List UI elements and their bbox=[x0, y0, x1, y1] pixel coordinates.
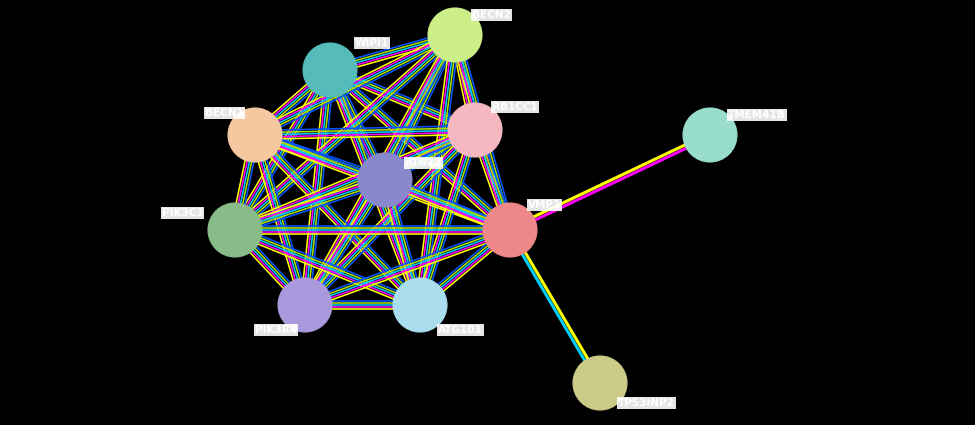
Circle shape bbox=[358, 153, 412, 207]
Text: BECN2: BECN2 bbox=[472, 10, 511, 20]
Circle shape bbox=[428, 8, 482, 62]
Circle shape bbox=[303, 43, 357, 97]
Circle shape bbox=[278, 278, 332, 332]
Circle shape bbox=[573, 356, 627, 410]
Circle shape bbox=[208, 203, 262, 257]
Circle shape bbox=[228, 108, 282, 162]
Text: PIK3C3: PIK3C3 bbox=[162, 208, 204, 218]
Text: TP53INP2: TP53INP2 bbox=[618, 398, 675, 408]
Text: WIPI1: WIPI1 bbox=[355, 38, 389, 48]
Circle shape bbox=[683, 108, 737, 162]
Text: PIK3R4: PIK3R4 bbox=[255, 325, 297, 335]
Text: ATG13: ATG13 bbox=[405, 158, 443, 168]
Text: VMP1: VMP1 bbox=[528, 200, 562, 210]
Text: RB1CC1: RB1CC1 bbox=[492, 102, 538, 112]
Text: ATG101: ATG101 bbox=[438, 325, 483, 335]
Circle shape bbox=[448, 103, 502, 157]
Circle shape bbox=[483, 203, 537, 257]
Text: BECN1: BECN1 bbox=[205, 108, 244, 118]
Circle shape bbox=[393, 278, 447, 332]
Text: TMEM41B: TMEM41B bbox=[728, 110, 786, 120]
